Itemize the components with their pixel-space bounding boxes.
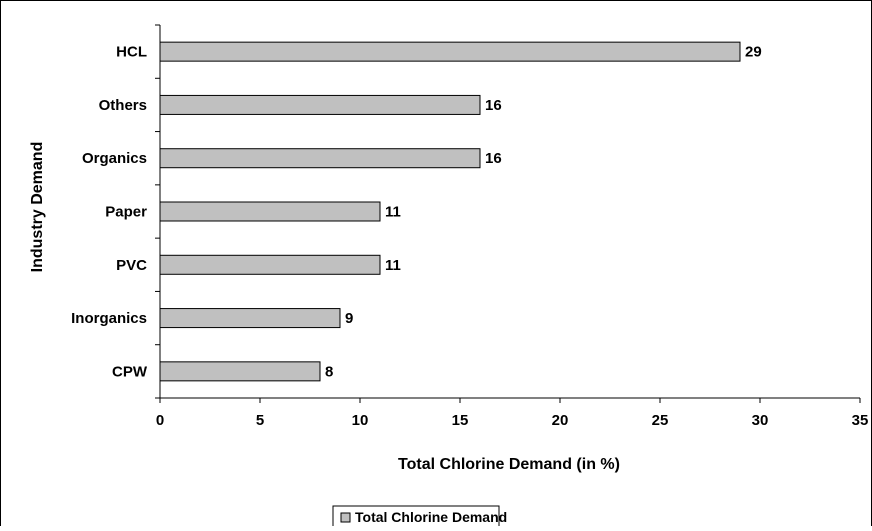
category-label: Organics bbox=[82, 150, 147, 167]
data-label: 11 bbox=[385, 257, 401, 274]
legend-swatch bbox=[340, 512, 351, 523]
data-label: 8 bbox=[325, 363, 333, 380]
bar bbox=[159, 308, 341, 329]
x-axis-title: Total Chlorine Demand (in %) bbox=[398, 456, 620, 473]
data-label: 9 bbox=[345, 310, 353, 327]
legend-entry-label: Total Chlorine Demand bbox=[355, 509, 507, 525]
category-label: HCL bbox=[116, 44, 147, 61]
category-label: Inorganics bbox=[71, 310, 147, 327]
data-label: 16 bbox=[485, 97, 502, 114]
x-tick-label: 25 bbox=[652, 412, 669, 429]
bar bbox=[159, 148, 481, 169]
category-label: CPW bbox=[112, 363, 148, 380]
plot-area: 0 5 10 15 20 25 30 35 HCL 29 Others 16 Organics 16 Pap… bbox=[71, 24, 869, 429]
x-tick-label: 35 bbox=[852, 412, 869, 429]
category-label: Paper bbox=[105, 204, 147, 221]
data-label: 16 bbox=[485, 150, 502, 167]
bar bbox=[159, 94, 481, 115]
category-label: PVC bbox=[116, 257, 147, 274]
x-tick-label: 20 bbox=[552, 412, 569, 429]
category-label: Others bbox=[99, 97, 147, 114]
x-tick-label: 5 bbox=[256, 412, 264, 429]
bar bbox=[159, 361, 321, 382]
data-label: 11 bbox=[385, 204, 401, 221]
bar bbox=[159, 254, 381, 275]
legend: Total Chlorine Demand bbox=[332, 505, 507, 531]
x-tick-label: 15 bbox=[452, 412, 469, 429]
x-tick-label: 10 bbox=[352, 412, 369, 429]
y-axis-title: Industry Demand bbox=[29, 142, 46, 273]
x-tick-label: 30 bbox=[752, 412, 769, 429]
bar bbox=[159, 201, 381, 222]
data-label: 29 bbox=[745, 44, 762, 61]
x-tick-label: 0 bbox=[156, 412, 164, 429]
bar bbox=[159, 41, 741, 62]
